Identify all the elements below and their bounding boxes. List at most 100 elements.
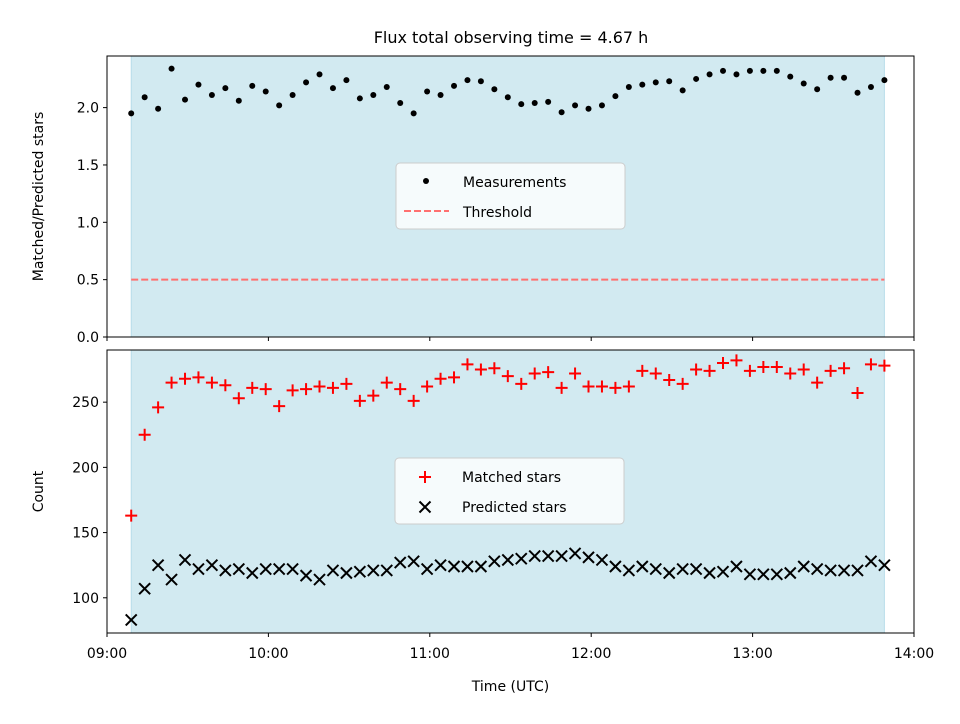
predicted-star-point bbox=[851, 564, 864, 577]
predicted-star-point bbox=[797, 560, 810, 573]
matched-star-point bbox=[219, 379, 232, 392]
predicted-star-point bbox=[810, 562, 824, 576]
predicted-star-point bbox=[286, 562, 299, 576]
matched-star-point bbox=[878, 359, 891, 372]
predicted-star-point bbox=[864, 555, 878, 568]
matched-star-point bbox=[192, 371, 205, 384]
predicted-star-point bbox=[326, 564, 340, 577]
measurement-point bbox=[625, 83, 632, 90]
predicted-star-point bbox=[313, 573, 326, 586]
matched-star-point bbox=[649, 367, 662, 380]
legend-plus-glyph bbox=[419, 471, 431, 483]
measurement-point bbox=[141, 94, 148, 101]
legend-matched-marker bbox=[419, 471, 431, 483]
matched-star-point bbox=[246, 381, 259, 394]
predicted-star-point bbox=[434, 558, 447, 572]
measurement-point bbox=[235, 97, 242, 104]
measurement-point bbox=[316, 71, 323, 78]
measurement-point bbox=[222, 85, 229, 92]
bottom-y-tick-label: 200 bbox=[72, 460, 99, 476]
matched-star-point bbox=[636, 364, 649, 377]
bottom-legend-box bbox=[394, 457, 625, 525]
matched-star-point bbox=[784, 367, 797, 380]
bottom-panel: 100 150 200 250 09:00 10:00 11:00 12:00 13:00 14… bbox=[31, 349, 934, 695]
matched-star-point bbox=[864, 358, 877, 371]
matched-star-point bbox=[407, 394, 420, 407]
top-y-axis-label: Matched/Predicted stars bbox=[31, 112, 47, 282]
bottom-x-axis: 09:00 10:00 11:00 12:00 13:00 14:00 bbox=[87, 633, 934, 662]
matched-star-point bbox=[770, 360, 783, 373]
measurement-point bbox=[518, 101, 525, 108]
top-legend-box bbox=[395, 162, 626, 230]
predicted-star-point bbox=[636, 560, 649, 573]
measurement-point bbox=[773, 67, 780, 74]
matched-star-point bbox=[676, 377, 689, 390]
predicted-star-point bbox=[420, 562, 434, 576]
matched-star-point bbox=[448, 371, 461, 384]
predicted-star-point bbox=[151, 558, 165, 572]
bottom-y-tick-label: 250 bbox=[72, 395, 99, 411]
measurement-point bbox=[800, 80, 807, 87]
top-y-tick-label: 1.5 bbox=[77, 158, 99, 174]
measurement-point bbox=[558, 109, 565, 116]
predicted-stars-series bbox=[125, 547, 891, 627]
measurement-point bbox=[168, 65, 175, 72]
matched-star-point bbox=[421, 380, 434, 393]
predicted-star-point bbox=[447, 560, 461, 573]
measurement-point bbox=[424, 88, 431, 95]
predicted-star-point bbox=[232, 562, 246, 576]
legend-matched-label: Matched stars bbox=[462, 470, 561, 486]
measurement-point bbox=[720, 67, 727, 74]
predicted-star-point bbox=[757, 568, 770, 581]
measurement-point bbox=[652, 79, 659, 86]
predicted-star-point bbox=[703, 566, 716, 580]
measurement-point bbox=[706, 71, 713, 78]
measurement-point bbox=[787, 73, 794, 80]
predicted-star-point bbox=[878, 558, 891, 572]
measurement-point bbox=[814, 86, 821, 93]
x-axis-label: Time (UTC) bbox=[471, 679, 549, 695]
top-y-axis: 0.0 0.5 1.0 1.5 2.0 bbox=[77, 101, 107, 346]
matched-star-point bbox=[595, 380, 608, 393]
matched-star-point bbox=[811, 376, 824, 389]
x-tick-label: 09:00 bbox=[87, 646, 127, 662]
predicted-star-point bbox=[582, 551, 595, 564]
matched-star-point bbox=[609, 381, 622, 394]
predicted-star-point bbox=[515, 552, 528, 565]
predicted-star-point bbox=[165, 573, 178, 586]
measurements-series bbox=[128, 65, 888, 117]
matched-star-point bbox=[515, 377, 528, 390]
bottom-y-tick-label: 150 bbox=[72, 526, 99, 542]
legend-predicted-label: Predicted stars bbox=[462, 500, 567, 516]
top-axes-frame bbox=[106, 55, 915, 338]
predicted-star-point bbox=[192, 562, 205, 576]
measurement-point bbox=[128, 110, 135, 117]
predicted-star-point bbox=[609, 560, 622, 573]
predicted-star-point bbox=[272, 562, 286, 576]
predicted-star-point bbox=[125, 613, 138, 627]
measurement-point bbox=[572, 102, 579, 109]
top-y-tick-label: 2.0 bbox=[77, 101, 99, 117]
predicted-star-point bbox=[488, 555, 501, 568]
matched-star-point bbox=[542, 366, 555, 379]
matched-star-point bbox=[703, 364, 716, 377]
bottom-legend: Matched stars Predicted stars bbox=[394, 457, 625, 525]
matched-star-point bbox=[152, 401, 165, 414]
measurement-point bbox=[464, 77, 471, 84]
matched-star-point bbox=[757, 360, 770, 373]
measurement-point bbox=[598, 102, 605, 109]
predicted-star-point bbox=[259, 562, 272, 576]
measurement-point bbox=[881, 77, 888, 84]
measurement-point bbox=[356, 95, 363, 102]
legend-measurements-marker bbox=[423, 178, 429, 184]
matched-star-point bbox=[125, 509, 138, 522]
predicted-star-point bbox=[770, 568, 784, 581]
measurement-point bbox=[410, 110, 417, 117]
predicted-star-point bbox=[676, 562, 689, 576]
measurement-point bbox=[208, 91, 215, 98]
measurement-point bbox=[746, 67, 753, 74]
measurement-point bbox=[477, 78, 484, 85]
matched-star-point bbox=[690, 363, 703, 376]
measurement-point bbox=[612, 93, 619, 100]
